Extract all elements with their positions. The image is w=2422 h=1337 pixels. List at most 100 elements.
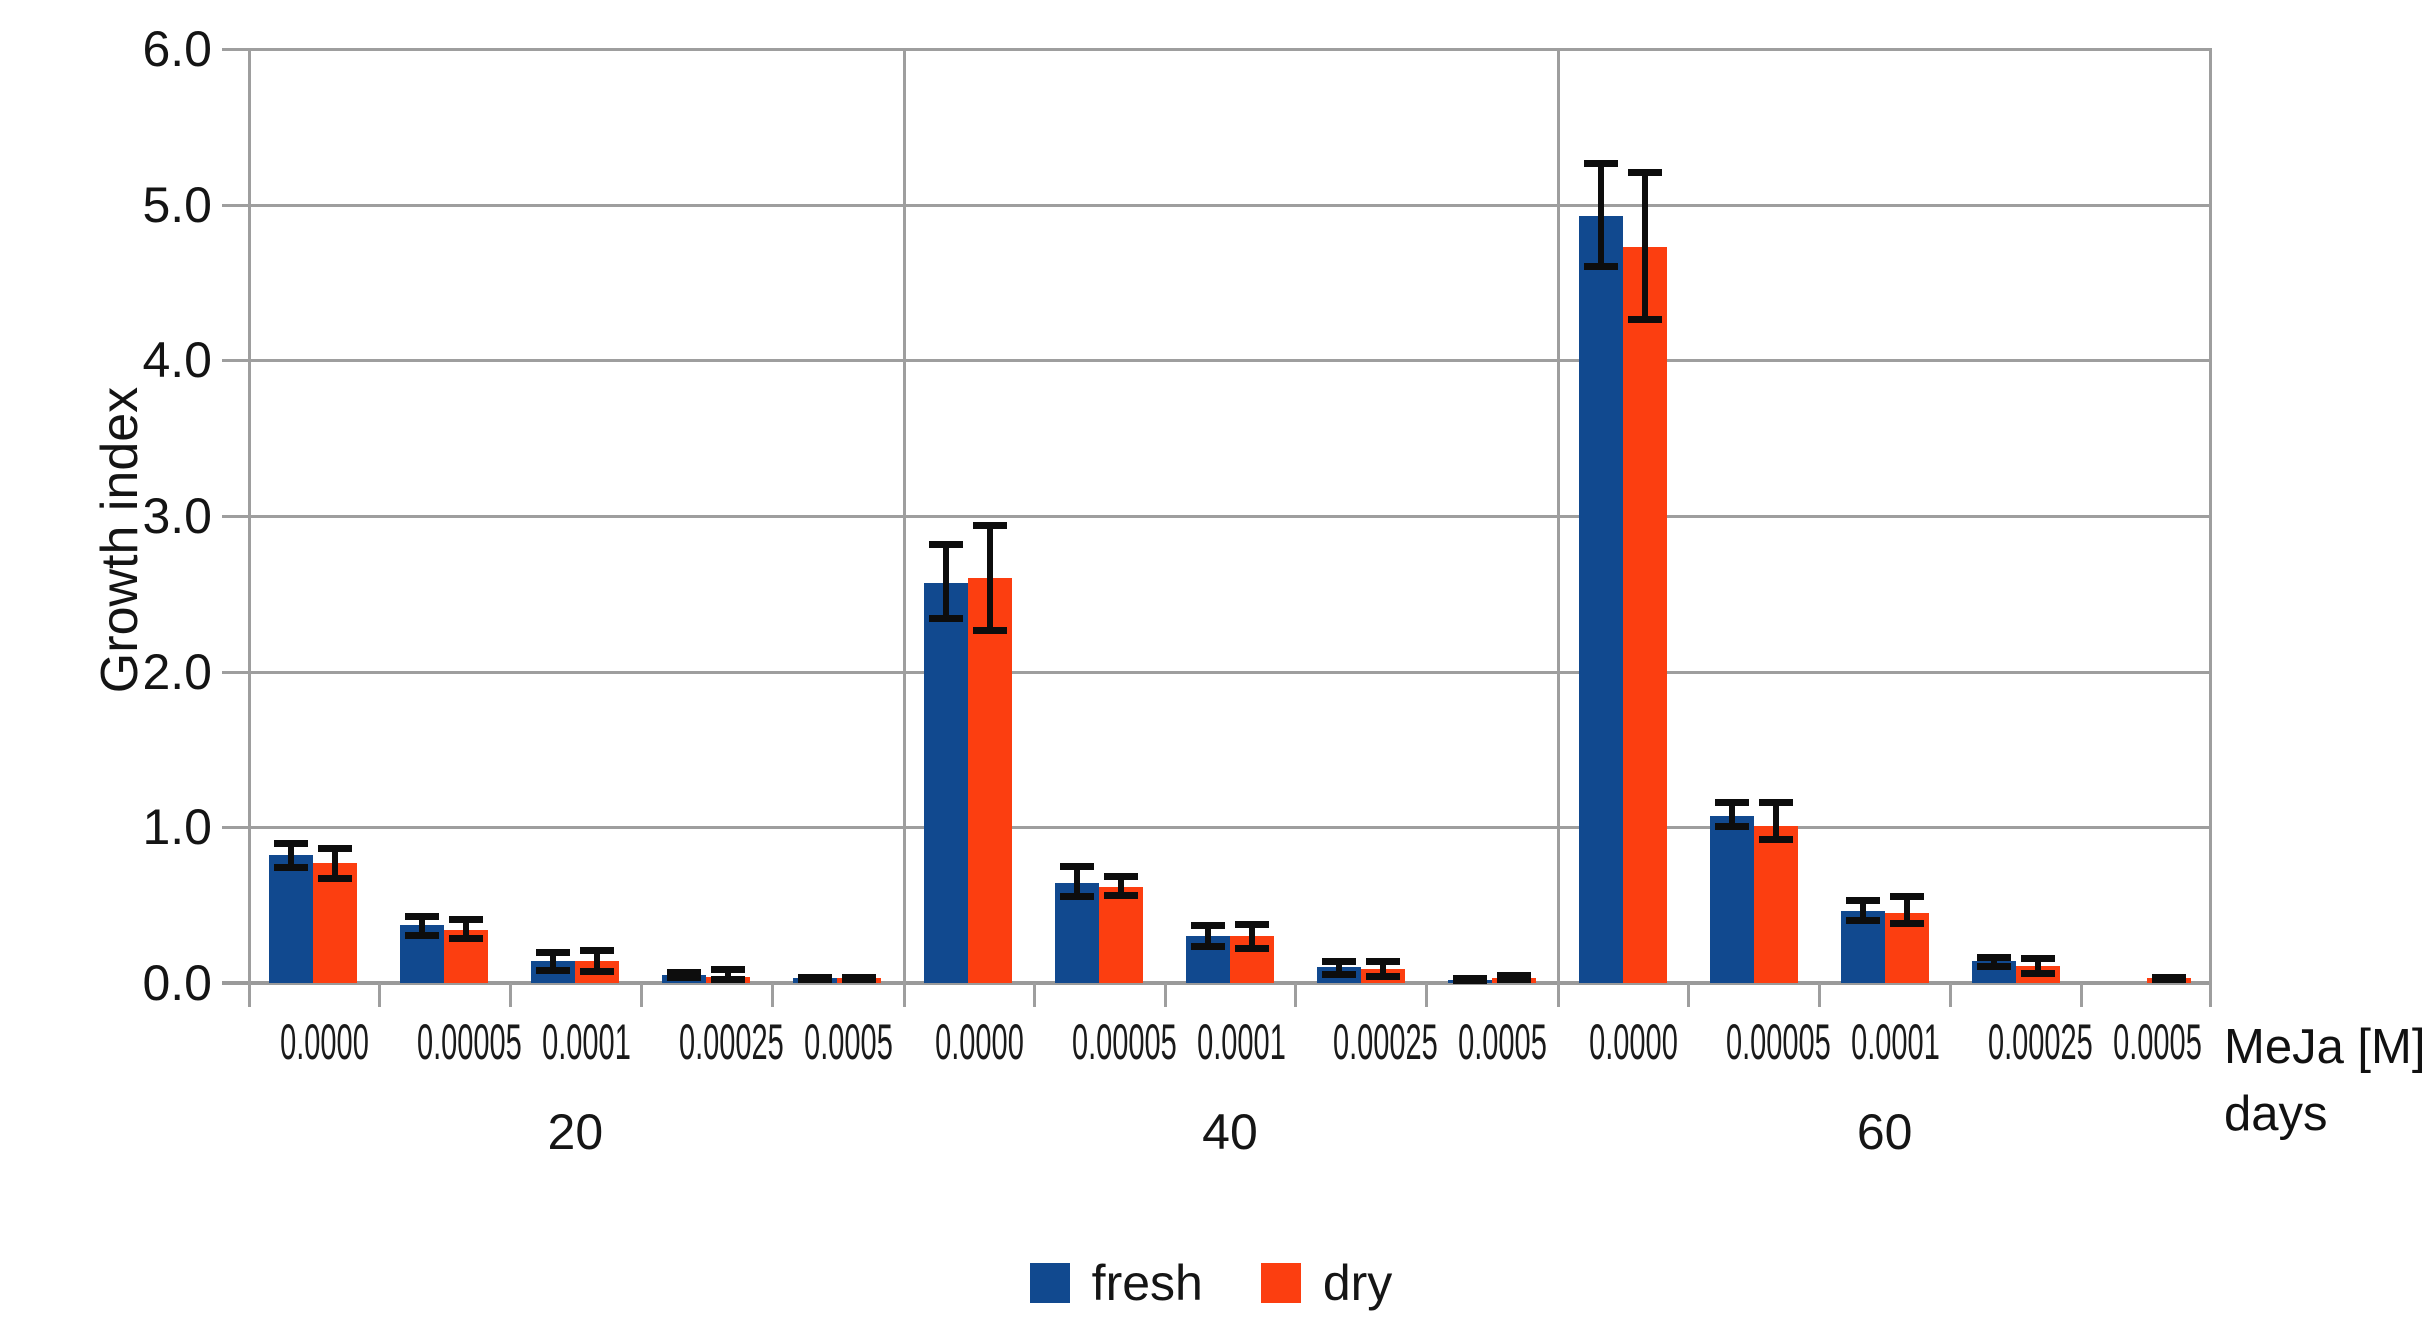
error-bar-dry bbox=[1249, 923, 1255, 949]
x-axis-tick bbox=[508, 983, 512, 1007]
x-tick-label: 0.00025 bbox=[1950, 1014, 2093, 1070]
error-bar-cap-bottom bbox=[1627, 315, 1662, 323]
x-axis-tick bbox=[1818, 983, 1822, 1007]
error-bar-cap-bottom bbox=[1191, 943, 1225, 951]
error-bar-cap-top bbox=[1321, 958, 1356, 966]
x-tick-label-text: 0.0005 bbox=[803, 1014, 893, 1070]
error-bar-cap-bottom bbox=[2151, 975, 2186, 983]
error-bar-cap-top bbox=[1976, 953, 2011, 961]
legend: fresh dry bbox=[0, 1252, 2422, 1314]
error-bar-cap-top bbox=[1365, 958, 1400, 966]
error-bar-cap-bottom bbox=[1496, 975, 1531, 983]
error-bar-cap-bottom bbox=[1845, 916, 1880, 924]
legend-item-fresh: fresh bbox=[1029, 1252, 1203, 1314]
x-tick-label-text: 0.00005 bbox=[416, 1014, 522, 1070]
x-axis-tick bbox=[1294, 983, 1298, 1007]
x-tick-label-text: 0.0005 bbox=[1458, 1014, 1548, 1070]
error-bar-cap-bottom bbox=[1060, 893, 1095, 901]
error-bar-cap-bottom bbox=[1235, 944, 1269, 952]
x-tick-label-text: 0.00025 bbox=[678, 1014, 784, 1070]
error-bar-cap-bottom bbox=[1976, 963, 2011, 971]
x-axis-unit-label: MeJa [M] bbox=[2224, 1020, 2422, 1074]
x-tick-label: 0.00005 bbox=[379, 1014, 522, 1070]
x-tick-label: 0.00005 bbox=[1034, 1014, 1177, 1070]
error-bar-cap-top bbox=[1845, 897, 1880, 905]
x-tick-label-text: 0.0000 bbox=[934, 1014, 1024, 1070]
error-bar-cap-top bbox=[1583, 159, 1618, 167]
error-bar-cap-top bbox=[1496, 972, 1531, 980]
y-axis-line bbox=[248, 49, 251, 1007]
x-tick-label: 0.00005 bbox=[1688, 1014, 1831, 1070]
error-bar-cap-top bbox=[1060, 863, 1095, 871]
x-tick-label: 0.0005 bbox=[2081, 1014, 2212, 1070]
error-bar-cap-top bbox=[1758, 799, 1793, 807]
gridline-y4 bbox=[222, 359, 2212, 363]
x-axis-tick bbox=[1425, 983, 1429, 1007]
error-bar-cap-bottom bbox=[711, 975, 746, 983]
gridline-y2 bbox=[222, 670, 2212, 674]
error-bar-cap-top bbox=[274, 839, 309, 847]
y-tick-label: 3.0 bbox=[142, 488, 212, 544]
error-bar-fresh bbox=[1859, 900, 1866, 921]
group-separator bbox=[1557, 49, 1561, 1007]
x-tick-label-text: 0.00005 bbox=[1726, 1014, 1832, 1070]
x-tick-label: 0.0000 bbox=[1557, 1014, 1688, 1070]
legend-dry-label: dry bbox=[1322, 1255, 1393, 1311]
error-bar-cap-bottom bbox=[449, 935, 484, 943]
error-bar-cap-bottom bbox=[842, 975, 877, 983]
error-bar-cap-top bbox=[580, 947, 615, 955]
error-bar-fresh bbox=[1597, 162, 1604, 267]
x-axis-tick bbox=[2080, 983, 2084, 1007]
legend-item-dry: dry bbox=[1260, 1252, 1393, 1314]
group-label-days: 20 bbox=[547, 1104, 604, 1160]
gridline-y5 bbox=[222, 203, 2212, 207]
x-tick-label: 0.0001 bbox=[510, 1014, 641, 1070]
x-tick-label-text: 0.00025 bbox=[1988, 1014, 2093, 1070]
error-bar-cap-top bbox=[1104, 872, 1139, 880]
error-bar-cap-bottom bbox=[2020, 969, 2055, 977]
plot-area bbox=[222, 48, 2212, 1007]
error-bar-cap-bottom bbox=[1365, 972, 1400, 980]
bar-dry bbox=[1753, 825, 1798, 983]
error-bar-cap-bottom bbox=[1104, 891, 1139, 899]
group-separator bbox=[902, 49, 906, 1007]
bar-dry bbox=[1099, 886, 1144, 983]
x-tick-label-text: 0.0001 bbox=[541, 1014, 631, 1070]
error-bar-cap-top bbox=[449, 916, 484, 924]
x-axis-tick bbox=[1949, 983, 1953, 1007]
error-bar-dry bbox=[332, 847, 339, 879]
x-axis-tick bbox=[377, 983, 381, 1007]
error-bar-cap-bottom bbox=[1321, 971, 1356, 979]
bar-fresh bbox=[1578, 215, 1623, 983]
gridline-y3 bbox=[222, 515, 2212, 518]
error-bar-cap-bottom bbox=[536, 966, 571, 974]
group-label-days: 60 bbox=[1856, 1104, 1913, 1160]
error-bar-cap-bottom bbox=[798, 975, 833, 983]
y-tick-label: 2.0 bbox=[142, 643, 212, 700]
error-bar-cap-bottom bbox=[973, 627, 1008, 635]
error-bar-cap-bottom bbox=[405, 932, 440, 940]
error-bar-fresh bbox=[550, 951, 557, 971]
error-bar-cap-top bbox=[405, 913, 440, 921]
x-tick-label: 0.0005 bbox=[1426, 1014, 1557, 1070]
error-bar-cap-bottom bbox=[1758, 835, 1793, 843]
x-tick-label: 0.0001 bbox=[1819, 1014, 1950, 1070]
error-bar-fresh bbox=[1728, 802, 1735, 828]
x-tick-label: 0.0001 bbox=[1165, 1014, 1296, 1070]
x-tick-label-text: 0.0001 bbox=[1851, 1014, 1941, 1070]
bar-dry bbox=[968, 578, 1013, 983]
error-bar-dry bbox=[463, 919, 470, 940]
error-bar-cap-bottom bbox=[1889, 919, 1924, 927]
y-tick-label: 4.0 bbox=[142, 332, 212, 389]
x-tick-label-text: 0.0001 bbox=[1196, 1014, 1286, 1070]
y-tick-label: 0.0 bbox=[142, 955, 212, 1011]
legend-fresh-label: fresh bbox=[1091, 1255, 1203, 1311]
error-bar-cap-top bbox=[929, 541, 964, 549]
gridline-y6 bbox=[222, 48, 2212, 51]
x-tick-label: 0.0000 bbox=[248, 1014, 379, 1070]
error-bar-cap-top bbox=[536, 948, 571, 956]
error-bar-cap-top bbox=[667, 969, 702, 977]
bar-fresh bbox=[924, 582, 969, 983]
x-axis-days-label: days bbox=[2224, 1087, 2328, 1141]
